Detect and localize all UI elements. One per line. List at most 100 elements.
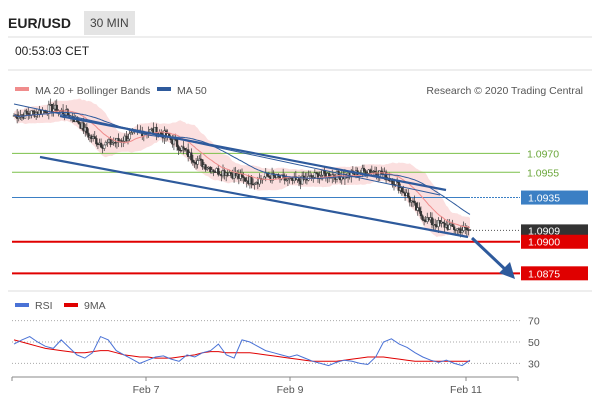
candle-body — [50, 103, 54, 112]
candle-body — [82, 122, 85, 132]
candle-body — [52, 108, 55, 112]
pivot-tag — [521, 190, 588, 205]
candle-body — [253, 183, 256, 185]
candle-body — [23, 110, 27, 119]
candle-body — [315, 172, 318, 174]
candle-body — [172, 139, 176, 145]
candle-body — [421, 215, 424, 221]
candle-body — [285, 179, 288, 181]
candle-body — [408, 197, 411, 203]
candle-body — [175, 139, 179, 147]
channel-lower-line — [39, 155, 469, 239]
candle-body — [217, 168, 220, 175]
timestamp: 00:53:03 CET — [15, 44, 90, 58]
candle-body — [125, 135, 128, 142]
candle-body — [362, 167, 366, 171]
candle-body — [130, 132, 133, 135]
candle-body — [77, 121, 81, 125]
support-label: 1.0900 — [528, 237, 560, 249]
candle-body — [182, 146, 185, 149]
last-price-label: 1.0909 — [528, 225, 560, 237]
rsi-level-label: 70 — [528, 316, 540, 328]
candle-body — [270, 173, 274, 181]
projection-arrowhead — [499, 262, 515, 279]
candle-body — [149, 129, 152, 133]
candle-body — [288, 177, 291, 180]
candle-body — [190, 152, 193, 161]
candle-body — [413, 200, 416, 204]
candle-body — [402, 191, 405, 194]
candle-body — [126, 138, 130, 142]
candle-body — [453, 226, 456, 230]
candle-body — [104, 142, 107, 146]
ma50-line — [13, 111, 471, 215]
last-price-tag — [521, 224, 588, 238]
candle-body — [212, 169, 215, 173]
candle-body — [313, 172, 316, 178]
resistance-label: 1.0970 — [527, 148, 559, 160]
candle-body — [177, 146, 180, 151]
candle-body — [407, 192, 410, 198]
candle-body — [250, 176, 253, 185]
ma9-legend-label: 9MA — [84, 300, 106, 312]
candle-body — [196, 160, 199, 165]
rsi-line — [13, 335, 471, 367]
candle-body — [17, 117, 20, 119]
pivot-label: 1.0935 — [528, 193, 560, 205]
candle-body — [199, 158, 202, 161]
candle-body — [206, 167, 209, 170]
candle-body — [117, 138, 120, 142]
candle-body — [301, 175, 304, 185]
candle-body — [106, 142, 109, 144]
candle-body — [12, 115, 16, 117]
candle-body — [465, 227, 468, 231]
candle-body — [183, 148, 187, 151]
candle-body — [320, 174, 323, 177]
timeframe-badge[interactable]: 30 MIN — [84, 11, 135, 35]
bollinger-bands — [14, 98, 470, 238]
candle-body — [267, 175, 271, 178]
candle-body — [27, 113, 30, 115]
candle-body — [419, 211, 423, 217]
ma20-legend-label: MA 20 + Bollinger Bands — [35, 85, 150, 97]
candle-body — [384, 171, 388, 181]
support-label: 1.0875 — [528, 268, 560, 280]
candle-body — [93, 136, 96, 139]
ma9-legend-swatch — [64, 303, 78, 307]
candle-body — [369, 169, 372, 173]
candle-body — [286, 178, 290, 181]
credit-text: Research © 2020 Trading Central — [426, 85, 583, 97]
candle-body — [244, 177, 247, 182]
rsi-legend-swatch — [15, 303, 29, 307]
candle-body — [438, 220, 442, 224]
projection-arrow — [470, 236, 510, 274]
ma9-line — [13, 339, 470, 362]
candle-body — [99, 142, 103, 148]
candle-body — [87, 132, 90, 138]
candle-body — [103, 144, 106, 149]
candle-body — [448, 224, 451, 230]
candle-body — [310, 175, 313, 178]
candle-body — [242, 176, 245, 178]
candle-body — [400, 187, 404, 193]
candle-body — [441, 221, 445, 224]
x-axis-ticks: Feb 7 Feb 9 Feb 11 — [11, 377, 519, 396]
rsi-panel: 70 50 30 — [12, 316, 540, 370]
candle-body — [468, 229, 472, 231]
candle-body — [209, 166, 212, 172]
candle-body — [204, 164, 207, 170]
candle-body — [111, 142, 114, 145]
candle-body — [25, 110, 28, 114]
rsi-legend-label: RSI — [35, 300, 53, 312]
support-tag — [521, 234, 588, 249]
candle-body — [460, 230, 464, 234]
candle-body — [191, 159, 195, 163]
x-tick-label: Feb 7 — [133, 384, 160, 396]
rsi-level-label: 50 — [528, 337, 540, 349]
candle-body — [160, 132, 163, 135]
x-tick-label: Feb 11 — [450, 384, 482, 396]
symbol-title: EUR/USD — [8, 15, 72, 31]
x-tick-label: Feb 9 — [277, 384, 304, 396]
